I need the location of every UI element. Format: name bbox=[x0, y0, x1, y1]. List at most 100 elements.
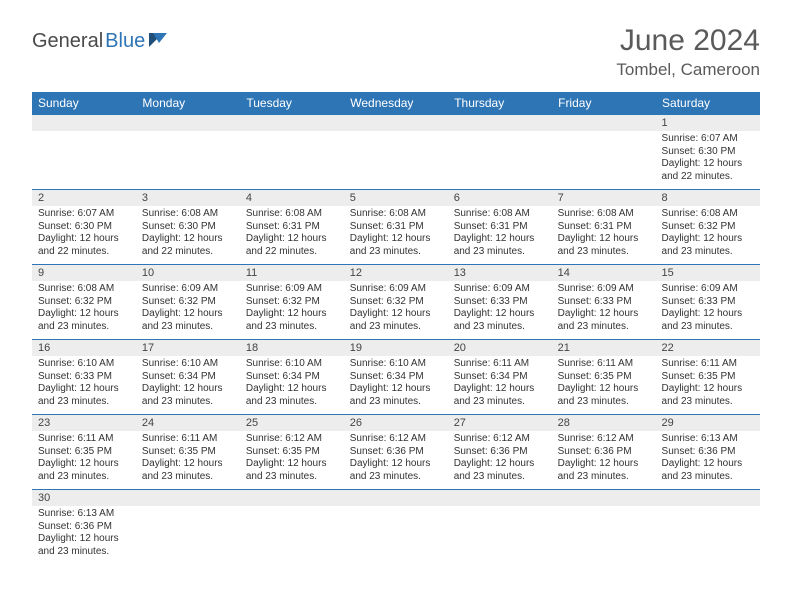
sunset-text: Sunset: 6:30 PM bbox=[38, 221, 130, 234]
day-number-cell bbox=[136, 490, 240, 507]
sunrise-text: Sunrise: 6:08 AM bbox=[558, 208, 650, 221]
daylight-text: Daylight: 12 hours and 23 minutes. bbox=[558, 233, 650, 258]
sunrise-text: Sunrise: 6:08 AM bbox=[350, 208, 442, 221]
day-content-cell bbox=[656, 506, 760, 564]
day-content-cell bbox=[448, 506, 552, 564]
day-number-cell: 15 bbox=[656, 265, 760, 282]
daylight-text: Daylight: 12 hours and 23 minutes. bbox=[38, 383, 130, 408]
day-content-cell: Sunrise: 6:11 AMSunset: 6:35 PMDaylight:… bbox=[136, 431, 240, 490]
day-content-cell: Sunrise: 6:08 AMSunset: 6:31 PMDaylight:… bbox=[240, 206, 344, 265]
daylight-text: Daylight: 12 hours and 23 minutes. bbox=[350, 383, 442, 408]
day-number-cell bbox=[656, 490, 760, 507]
day-content-cell: Sunrise: 6:09 AMSunset: 6:33 PMDaylight:… bbox=[552, 281, 656, 340]
day-number-cell: 2 bbox=[32, 190, 136, 207]
day-content-cell bbox=[136, 131, 240, 190]
day-content-cell: Sunrise: 6:08 AMSunset: 6:31 PMDaylight:… bbox=[552, 206, 656, 265]
weekday-header: Friday bbox=[552, 92, 656, 115]
sunrise-text: Sunrise: 6:11 AM bbox=[454, 358, 546, 371]
day-number-row: 16171819202122 bbox=[32, 340, 760, 357]
sunset-text: Sunset: 6:36 PM bbox=[350, 446, 442, 459]
day-content-cell bbox=[240, 506, 344, 564]
day-content-cell: Sunrise: 6:12 AMSunset: 6:36 PMDaylight:… bbox=[448, 431, 552, 490]
day-number-cell: 12 bbox=[344, 265, 448, 282]
day-content-cell: Sunrise: 6:07 AMSunset: 6:30 PMDaylight:… bbox=[656, 131, 760, 190]
day-number-cell: 26 bbox=[344, 415, 448, 432]
sunrise-text: Sunrise: 6:08 AM bbox=[142, 208, 234, 221]
sunset-text: Sunset: 6:35 PM bbox=[558, 371, 650, 384]
day-number-cell: 8 bbox=[656, 190, 760, 207]
day-content-cell: Sunrise: 6:08 AMSunset: 6:32 PMDaylight:… bbox=[656, 206, 760, 265]
sunset-text: Sunset: 6:32 PM bbox=[38, 296, 130, 309]
daylight-text: Daylight: 12 hours and 23 minutes. bbox=[454, 458, 546, 483]
day-number-cell: 30 bbox=[32, 490, 136, 507]
sunrise-text: Sunrise: 6:09 AM bbox=[246, 283, 338, 296]
day-content-cell: Sunrise: 6:12 AMSunset: 6:36 PMDaylight:… bbox=[552, 431, 656, 490]
day-content-row: Sunrise: 6:08 AMSunset: 6:32 PMDaylight:… bbox=[32, 281, 760, 340]
sunset-text: Sunset: 6:30 PM bbox=[142, 221, 234, 234]
sunset-text: Sunset: 6:34 PM bbox=[350, 371, 442, 384]
sunrise-text: Sunrise: 6:12 AM bbox=[246, 433, 338, 446]
day-content-cell: Sunrise: 6:09 AMSunset: 6:32 PMDaylight:… bbox=[344, 281, 448, 340]
day-number-cell: 22 bbox=[656, 340, 760, 357]
day-number-cell bbox=[344, 115, 448, 132]
day-content-row: Sunrise: 6:10 AMSunset: 6:33 PMDaylight:… bbox=[32, 356, 760, 415]
weekday-header: Saturday bbox=[656, 92, 760, 115]
daylight-text: Daylight: 12 hours and 22 minutes. bbox=[38, 233, 130, 258]
day-number-cell: 25 bbox=[240, 415, 344, 432]
day-number-cell: 6 bbox=[448, 190, 552, 207]
day-number-row: 23242526272829 bbox=[32, 415, 760, 432]
brand-text-1: General bbox=[32, 30, 103, 53]
weekday-header: Tuesday bbox=[240, 92, 344, 115]
sunset-text: Sunset: 6:30 PM bbox=[662, 146, 754, 159]
daylight-text: Daylight: 12 hours and 23 minutes. bbox=[350, 458, 442, 483]
sunset-text: Sunset: 6:35 PM bbox=[142, 446, 234, 459]
sunset-text: Sunset: 6:35 PM bbox=[246, 446, 338, 459]
day-number-cell: 13 bbox=[448, 265, 552, 282]
sunrise-text: Sunrise: 6:13 AM bbox=[38, 508, 130, 521]
day-number-row: 2345678 bbox=[32, 190, 760, 207]
daylight-text: Daylight: 12 hours and 23 minutes. bbox=[662, 308, 754, 333]
daylight-text: Daylight: 12 hours and 23 minutes. bbox=[246, 383, 338, 408]
weekday-header: Thursday bbox=[448, 92, 552, 115]
day-number-cell: 28 bbox=[552, 415, 656, 432]
weekday-header: Monday bbox=[136, 92, 240, 115]
daylight-text: Daylight: 12 hours and 23 minutes. bbox=[246, 308, 338, 333]
day-number-cell bbox=[448, 115, 552, 132]
day-content-cell bbox=[240, 131, 344, 190]
daylight-text: Daylight: 12 hours and 23 minutes. bbox=[142, 458, 234, 483]
day-content-cell: Sunrise: 6:07 AMSunset: 6:30 PMDaylight:… bbox=[32, 206, 136, 265]
day-number-cell: 4 bbox=[240, 190, 344, 207]
day-content-cell: Sunrise: 6:11 AMSunset: 6:35 PMDaylight:… bbox=[656, 356, 760, 415]
day-content-cell: Sunrise: 6:13 AMSunset: 6:36 PMDaylight:… bbox=[32, 506, 136, 564]
day-number-cell: 10 bbox=[136, 265, 240, 282]
daylight-text: Daylight: 12 hours and 23 minutes. bbox=[662, 458, 754, 483]
day-content-cell: Sunrise: 6:09 AMSunset: 6:33 PMDaylight:… bbox=[656, 281, 760, 340]
daylight-text: Daylight: 12 hours and 23 minutes. bbox=[350, 308, 442, 333]
day-content-cell: Sunrise: 6:10 AMSunset: 6:34 PMDaylight:… bbox=[240, 356, 344, 415]
sunrise-text: Sunrise: 6:11 AM bbox=[38, 433, 130, 446]
sunset-text: Sunset: 6:33 PM bbox=[454, 296, 546, 309]
day-content-cell bbox=[344, 131, 448, 190]
day-number-cell: 3 bbox=[136, 190, 240, 207]
sunset-text: Sunset: 6:34 PM bbox=[246, 371, 338, 384]
sunrise-text: Sunrise: 6:11 AM bbox=[142, 433, 234, 446]
sunrise-text: Sunrise: 6:09 AM bbox=[350, 283, 442, 296]
day-number-cell: 29 bbox=[656, 415, 760, 432]
day-number-cell: 19 bbox=[344, 340, 448, 357]
day-content-cell: Sunrise: 6:11 AMSunset: 6:35 PMDaylight:… bbox=[552, 356, 656, 415]
sunrise-text: Sunrise: 6:09 AM bbox=[558, 283, 650, 296]
sunset-text: Sunset: 6:36 PM bbox=[454, 446, 546, 459]
sunset-text: Sunset: 6:33 PM bbox=[38, 371, 130, 384]
sunset-text: Sunset: 6:32 PM bbox=[350, 296, 442, 309]
sunset-text: Sunset: 6:33 PM bbox=[662, 296, 754, 309]
month-title: June 2024 bbox=[616, 24, 760, 58]
weekday-header: Sunday bbox=[32, 92, 136, 115]
sunrise-text: Sunrise: 6:08 AM bbox=[662, 208, 754, 221]
day-content-cell: Sunrise: 6:11 AMSunset: 6:35 PMDaylight:… bbox=[32, 431, 136, 490]
day-content-row: Sunrise: 6:11 AMSunset: 6:35 PMDaylight:… bbox=[32, 431, 760, 490]
calendar-table: Sunday Monday Tuesday Wednesday Thursday… bbox=[32, 92, 760, 564]
daylight-text: Daylight: 12 hours and 23 minutes. bbox=[558, 383, 650, 408]
day-number-cell: 9 bbox=[32, 265, 136, 282]
day-number-cell bbox=[344, 490, 448, 507]
daylight-text: Daylight: 12 hours and 23 minutes. bbox=[662, 383, 754, 408]
